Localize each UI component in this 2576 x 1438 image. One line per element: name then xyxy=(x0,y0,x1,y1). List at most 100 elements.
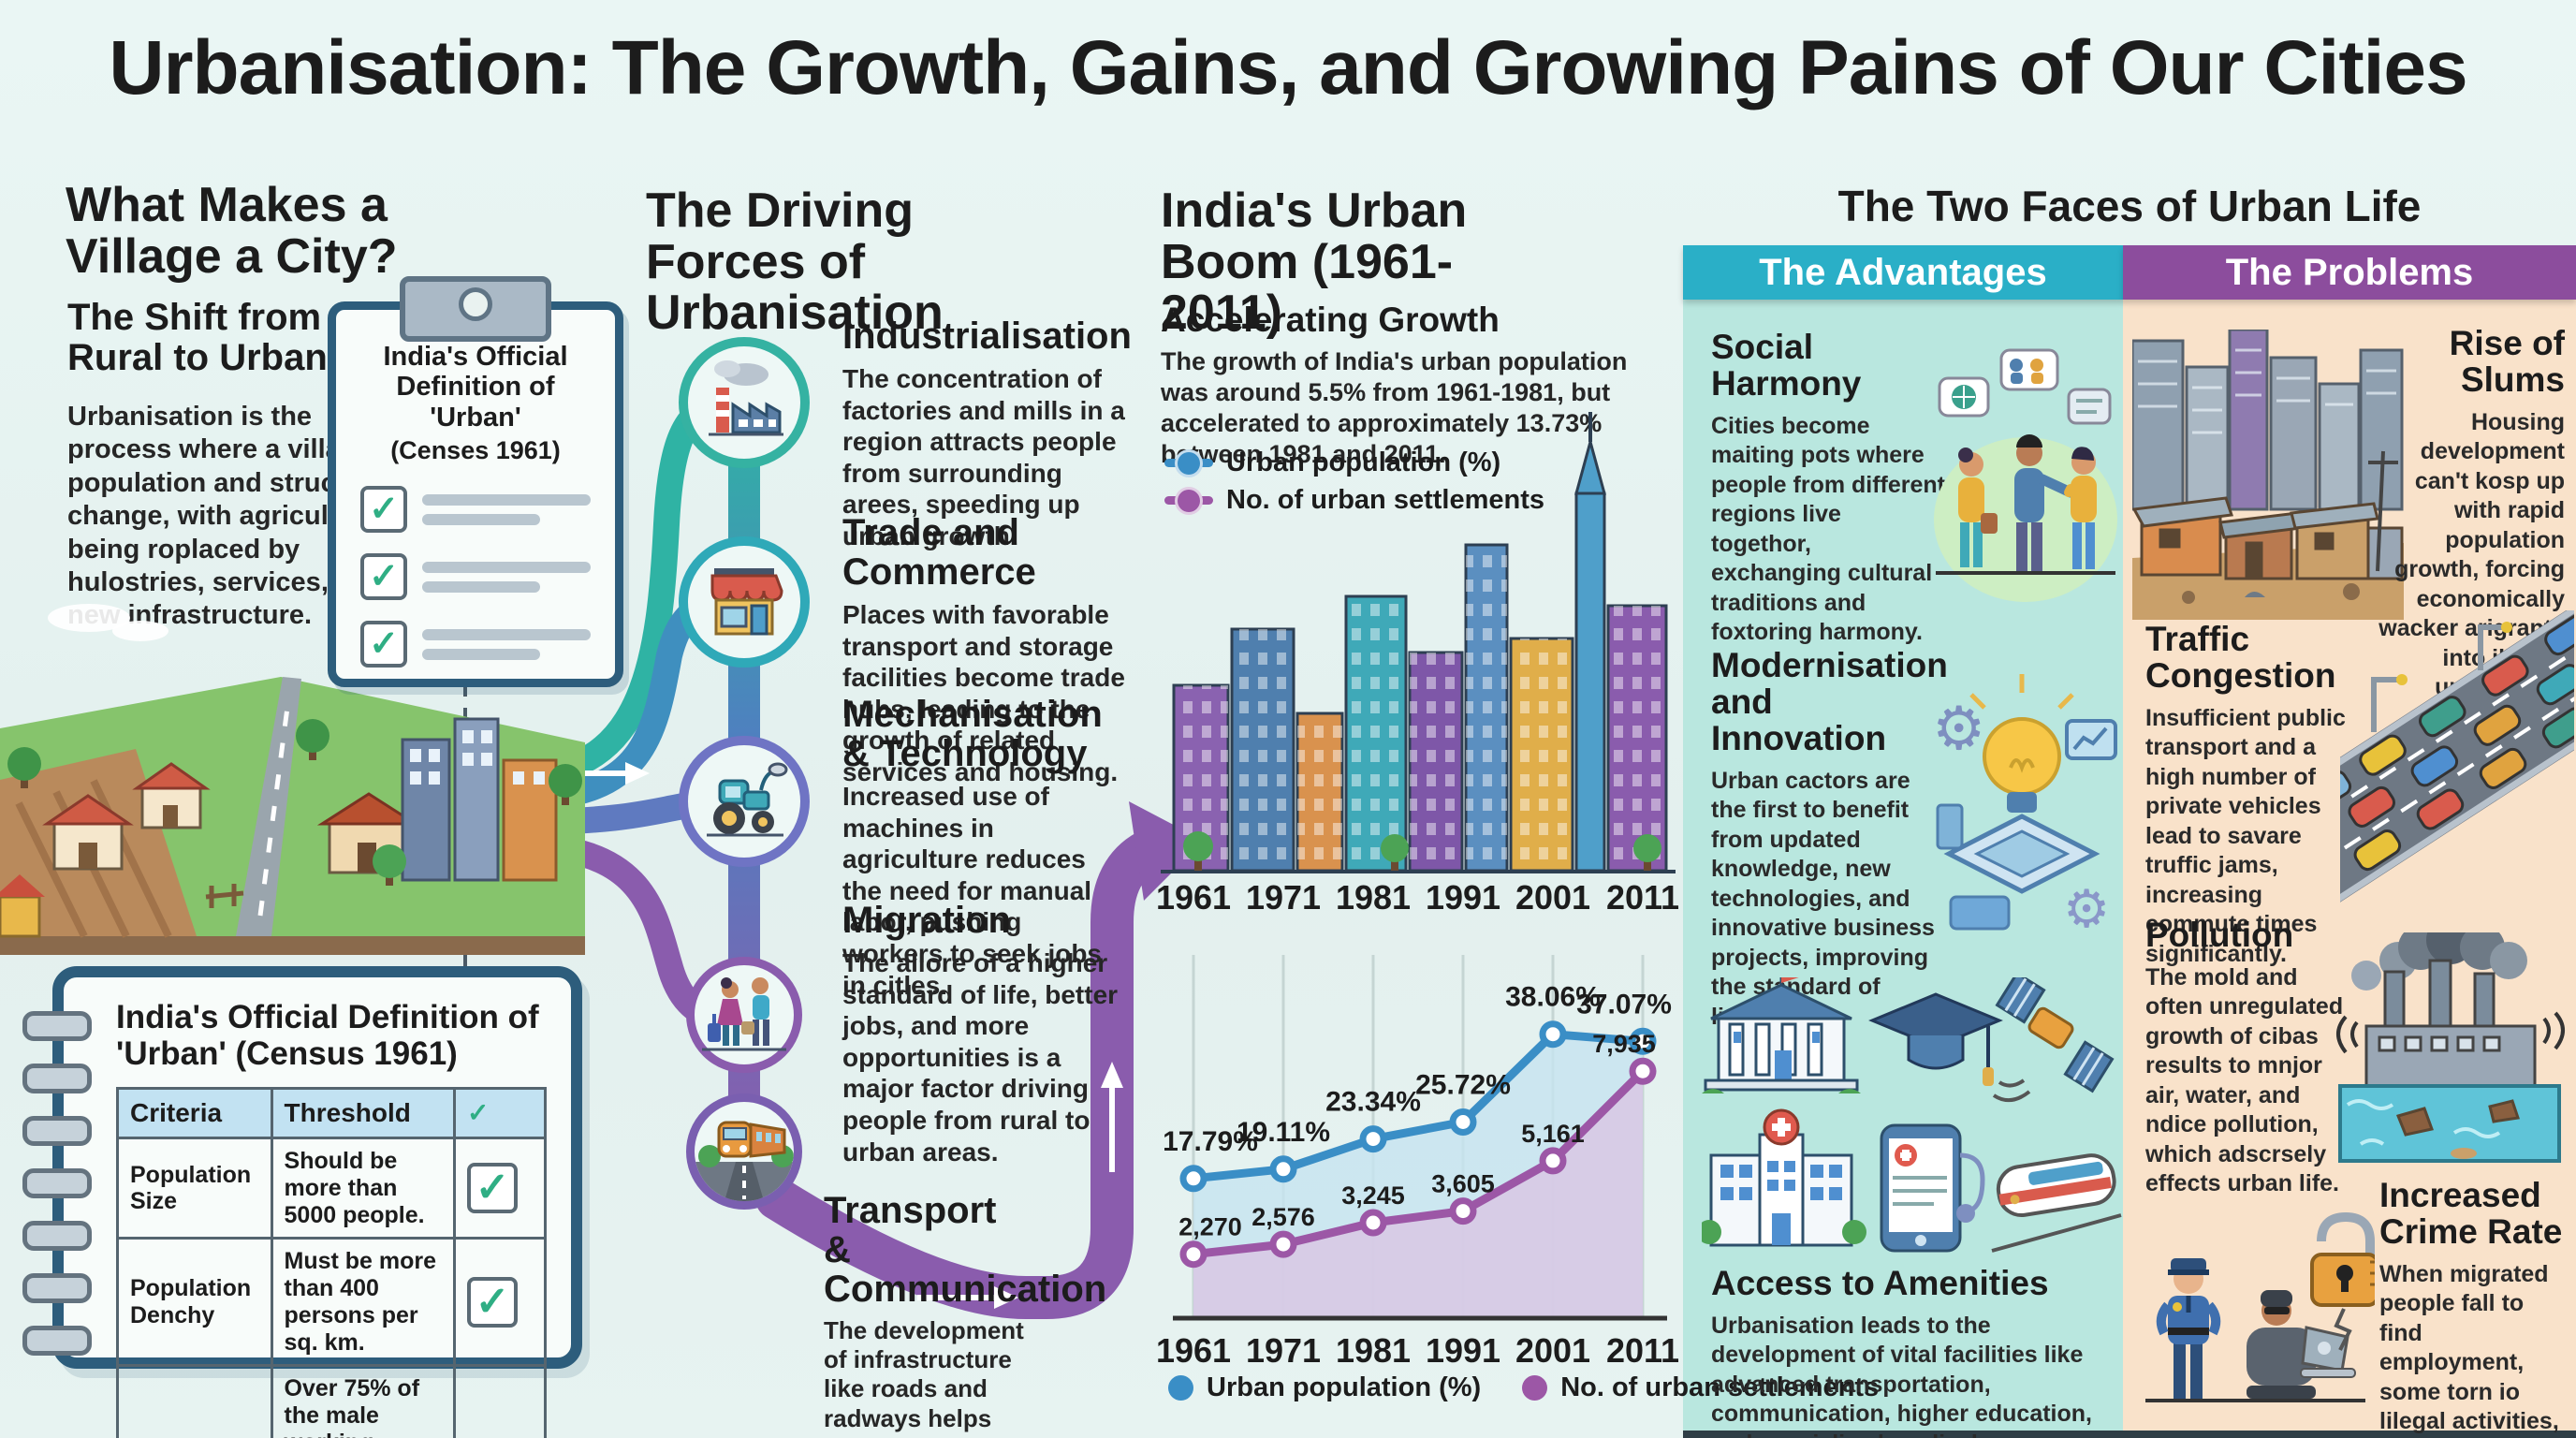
town-buildings xyxy=(401,717,558,882)
force-desc: The allore of a higher standard of life,… xyxy=(842,948,1119,1167)
card-title: Pollution xyxy=(2145,916,2294,954)
criteria-cell: Occupation xyxy=(116,1364,273,1438)
year-label: 1991 xyxy=(1425,878,1501,917)
force-node-trade xyxy=(679,536,810,668)
legend-item-settlements: No. of urban settlements xyxy=(1164,485,1544,516)
advantage-card: Modernisation and Innovation Urban cacto… xyxy=(1711,646,1948,1032)
village-illustration xyxy=(0,604,585,955)
problems-header: The Problems xyxy=(2123,245,2576,300)
col-header-check: ✓ xyxy=(453,1086,547,1140)
svg-text:2,270: 2,270 xyxy=(1178,1213,1242,1241)
force-desc: Increased use of machines in agriculture… xyxy=(842,782,1103,1000)
legend-dot-icon xyxy=(1168,1375,1193,1401)
force-node-industrialisation xyxy=(679,337,810,468)
gear-icon: ⚙ xyxy=(1932,695,1985,762)
checkbox-icon: ✓ xyxy=(360,553,407,601)
force-title: Migration xyxy=(842,900,1011,941)
hospital-icon xyxy=(1702,1108,1866,1247)
legend-item-settlements: No. of urban settlements xyxy=(1522,1372,1879,1403)
checkbox-icon: ✓ xyxy=(360,621,407,668)
force-title: Industrialisation xyxy=(842,315,1132,357)
village-house xyxy=(132,762,211,829)
clipboard-clip-icon xyxy=(400,276,551,342)
force-title: Mechanisation & Technology xyxy=(842,694,1103,774)
factories xyxy=(2364,959,2537,1088)
year-label: 1981 xyxy=(1335,1331,1412,1370)
section-heading-forces: The Driving Forces of Urbanisation xyxy=(646,183,944,341)
checklist-lines xyxy=(422,493,591,525)
card-title: Increased Crime Rate xyxy=(2379,1176,2563,1251)
card-desc: The mold and often unregulated growth of… xyxy=(2145,963,2344,1197)
card-title: Modernisation and Innovation xyxy=(1711,646,1948,757)
year-label: 2001 xyxy=(1515,1331,1591,1370)
lamppost-icon xyxy=(2371,622,2512,732)
clipboard-definition: India's Official Definition of 'Urban' (… xyxy=(328,276,623,687)
satellite-icon xyxy=(1992,977,2115,1103)
urban-definition-table: Criteria Threshold ✓ Population Size Sho… xyxy=(116,1086,547,1438)
section-heading-boom: India's Urban Boom (1961-2011) xyxy=(1161,183,1468,341)
polluted-water xyxy=(2338,1084,2561,1163)
amenities-icons xyxy=(1702,977,2122,1253)
problem-card: Pollution The mold and often unregulated… xyxy=(2145,917,2347,1199)
clipboard-subtitle: (Censes 1961) xyxy=(390,436,561,465)
year-label: 2011 xyxy=(1605,878,1680,917)
fence xyxy=(205,884,244,908)
svg-text:17.79%: 17.79% xyxy=(1163,1126,1258,1157)
legend-label: Urban population (%) xyxy=(1207,1372,1482,1402)
spiral-ring-icon xyxy=(22,1116,92,1146)
urban-growth-chart: 17.79%19.11%23.34%25.72% 38.06%37.07% 2,27… xyxy=(1163,955,1672,1321)
legend-line-marker xyxy=(1164,496,1213,505)
train-icon xyxy=(1991,1153,2122,1253)
svg-text:3,245: 3,245 xyxy=(1341,1181,1405,1210)
cylinder-icon xyxy=(1936,803,1964,850)
threshold-cell: Over 75% of the male working population … xyxy=(270,1364,457,1438)
card-title: Social Harmony xyxy=(1711,328,1862,403)
force-item: Migration The allore of a higher standar… xyxy=(842,901,1128,1167)
force-desc: Places with favorable transport and stor… xyxy=(842,600,1125,786)
year-label: 1961 xyxy=(1155,878,1232,917)
problem-card: Traffic Congestion Insufficient public t… xyxy=(2145,620,2351,969)
crime-illustration xyxy=(2145,1211,2375,1402)
table-row: Population Denchy Must be more than 400 … xyxy=(116,1237,547,1368)
slums-illustration xyxy=(2132,330,2404,620)
section-heading-village-city: What Makes a Village a City? xyxy=(66,178,398,284)
year-label: 1971 xyxy=(1245,1331,1322,1370)
section-heading-two-faces: The Two Faces of Urban Life xyxy=(1837,182,2422,230)
street-trees xyxy=(1183,831,1661,871)
definition-table-card: India's Official Definition of 'Urban' (… xyxy=(22,966,582,1438)
government-building-icon xyxy=(1702,977,1861,1093)
noise-waves-icon xyxy=(2336,1015,2359,1054)
problem-card: Increased Crime Rate When migrated peopl… xyxy=(2379,1176,2567,1438)
year-label: 1981 xyxy=(1335,878,1412,917)
checklist-lines xyxy=(422,561,591,593)
force-node-migration xyxy=(686,957,802,1073)
advantage-card: Social Harmony Cities become maiting pot… xyxy=(1711,328,1947,648)
spiral-ring-icon xyxy=(22,1168,92,1198)
chart-legend: Urban population (%) No. of urban settle… xyxy=(1168,1372,1879,1403)
col-header-threshold: Threshold xyxy=(270,1086,457,1140)
card-desc: Urbanisation leads to the development of… xyxy=(1711,1312,2092,1438)
person-left xyxy=(1958,448,1998,567)
padlock-icon xyxy=(2310,1211,2375,1351)
spiral-ring-icon xyxy=(22,1326,92,1356)
table-row: Population Size Should be more than 5000… xyxy=(116,1137,547,1240)
checkbox-icon: ✓ xyxy=(467,1163,518,1214)
spiral-ring-icon xyxy=(22,1011,92,1041)
train-road-icon xyxy=(695,1121,794,1201)
card-title: Traffic Congestion xyxy=(2145,620,2336,695)
force-desc: The concentration of factories and mills… xyxy=(842,364,1125,550)
svg-text:5,161: 5,161 xyxy=(1521,1120,1585,1148)
svg-text:3,605: 3,605 xyxy=(1431,1170,1495,1198)
shop-icon xyxy=(710,568,783,636)
thief-with-laptop xyxy=(2247,1290,2356,1399)
boom-paragraph: The growth of India's urban population w… xyxy=(1161,347,1628,468)
force-item: Transport & Communication The developmen… xyxy=(824,1191,1106,1438)
force-node-transport xyxy=(686,1093,802,1210)
police-officer xyxy=(2156,1258,2221,1399)
city-skyline-illustration xyxy=(1161,412,1676,873)
legend-label: No. of urban settlements xyxy=(1560,1372,1880,1402)
svg-text:37.07%: 37.07% xyxy=(1576,989,1672,1020)
advantage-card: Access to Amenities Urbanisation leads t… xyxy=(1711,1265,2106,1438)
checklist-row: ✓ xyxy=(360,553,591,601)
medical-phone-icon xyxy=(1880,1123,1985,1253)
